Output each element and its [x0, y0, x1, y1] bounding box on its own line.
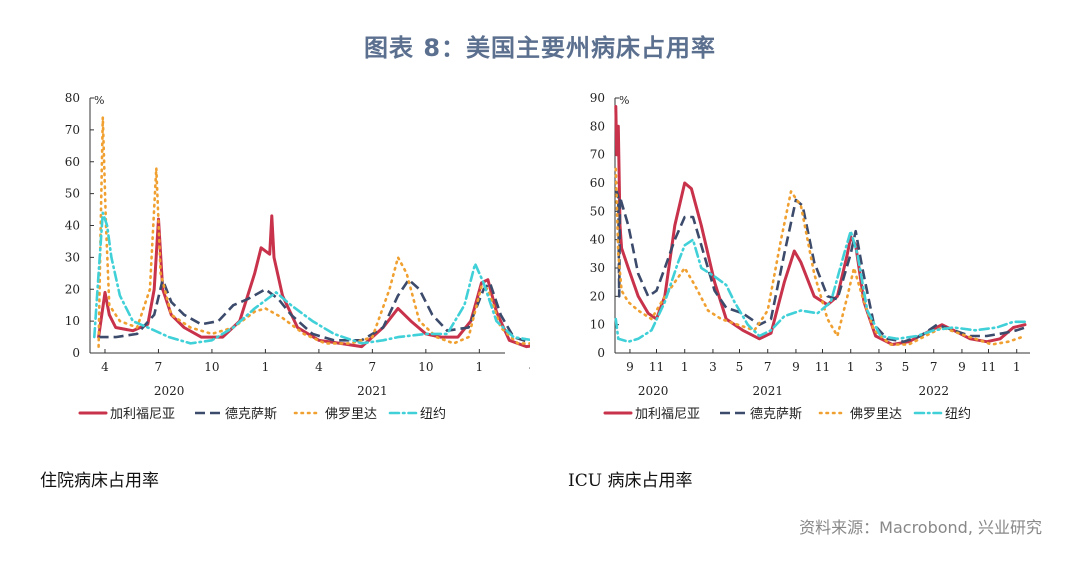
- chart0-legend-label-2: 佛罗里达: [325, 407, 377, 422]
- chart0-legend-label-0: 加利福尼亚: [110, 407, 175, 422]
- chart0-legend-label-3: 纽约: [420, 407, 446, 422]
- chart1-y-tick-label: 60: [590, 176, 605, 190]
- chart1-x-tick-label: 11: [815, 360, 830, 374]
- chart0-series-line-2: [97, 115, 704, 348]
- chart0-y-tick-label: 0: [72, 346, 80, 360]
- caption-icu: ICU 病床占用率: [568, 471, 693, 491]
- chart1-x-tick-label: 9: [626, 360, 634, 374]
- chart1-x-tick-label: 9: [958, 360, 966, 374]
- chart0-y-tick-label: 70: [65, 123, 80, 137]
- chart0-x-tick-label: 1: [476, 360, 484, 374]
- chart1-series-line-3: [614, 229, 1027, 343]
- chart1-y-tick-label: 50: [590, 204, 605, 218]
- chart1-legend-label-0: 加利福尼亚: [635, 407, 700, 422]
- chart1-y-tick-label: 20: [590, 289, 605, 303]
- chart1-legend-label-1: 德克萨斯: [750, 407, 802, 422]
- chart1-x-tick-label: 1: [847, 360, 855, 374]
- chart1-y-tick-label: 80: [590, 119, 605, 133]
- chart1-y-tick-label: 10: [590, 318, 605, 332]
- chart-icu-bed-occupancy: 0 10 20 30 40 50 60 70 80 90% 9 11 1 3 5 7 9 11 1 3 5 7 9 11 1 20…: [575, 88, 1055, 438]
- chart1-x-tick-label: 1: [681, 360, 689, 374]
- chart1-x-tick-label: 1: [1013, 360, 1021, 374]
- chart1-series-line-1: [614, 188, 1026, 343]
- chart1-legend-label-2: 佛罗里达: [850, 407, 902, 422]
- chart1-y-tick-label: 40: [590, 233, 605, 247]
- chart-hospital-bed-occupancy: 01020304050607080%4710147101471012020202…: [50, 88, 704, 438]
- source-note: 资料来源：Macrobond, 兴业研究: [799, 518, 1042, 537]
- chart-hospital-svg: 01020304050607080%4710147101471012020202…: [65, 91, 704, 422]
- chart0-x-tick-label: 10: [204, 360, 219, 374]
- chart0-x-tick-label: 10: [418, 360, 433, 374]
- chart1-series-line-0: [614, 105, 1027, 346]
- chart0-y-tick-label: 60: [65, 155, 80, 169]
- chart0-y-tick-label: 40: [65, 219, 80, 233]
- chart1-x-tick-label: 3: [875, 360, 883, 374]
- chart0-y-tick-label: 50: [65, 187, 80, 201]
- chart1-year-label: 2022: [918, 384, 949, 398]
- chart1-y-tick-label: 90: [590, 91, 605, 105]
- chart0-y-tick-label: 80: [65, 91, 80, 105]
- chart1-x-tick-label: 5: [736, 360, 744, 374]
- chart1-x-tick-label: 5: [902, 360, 910, 374]
- chart0-x-tick-label: 4: [529, 360, 530, 374]
- chart1-x-tick-label: 11: [981, 360, 996, 374]
- chart1-y-tick-label: 0: [597, 346, 605, 360]
- chart0-y-tick-label: 20: [65, 282, 80, 296]
- chart0-x-tick-label: 7: [369, 360, 377, 374]
- chart1-year-label: 2021: [752, 384, 783, 398]
- chart0-year-label: 2021: [357, 384, 388, 398]
- chart0-x-tick-label: 7: [155, 360, 163, 374]
- figure-title: 图表 8：美国主要州病床占用率: [363, 34, 717, 62]
- caption-hospital: 住院病床占用率: [40, 471, 159, 491]
- chart1-legend-label-3: 纽约: [945, 407, 971, 422]
- chart0-x-tick-label: 4: [315, 360, 323, 374]
- chart0-x-tick-label: 4: [101, 360, 109, 374]
- chart1-x-tick-label: 11: [649, 360, 664, 374]
- chart1-unit-label: %: [619, 94, 629, 107]
- chart1-x-tick-label: 7: [930, 360, 938, 374]
- chart1-year-label: 2020: [638, 384, 669, 398]
- chart1-x-tick-label: 3: [709, 360, 717, 374]
- chart1-series-line-2: [614, 167, 1027, 346]
- chart1-x-tick-label: 7: [764, 360, 772, 374]
- chart0-year-label: 2020: [154, 384, 185, 398]
- chart1-x-tick-label: 9: [792, 360, 800, 374]
- chart1-y-tick-label: 70: [590, 148, 605, 162]
- chart0-legend-label-1: 德克萨斯: [225, 407, 277, 422]
- chart0-x-tick-label: 1: [262, 360, 270, 374]
- chart0-unit-label: %: [94, 94, 104, 107]
- chart0-y-tick-label: 30: [65, 250, 80, 264]
- chart0-y-tick-label: 10: [65, 314, 80, 328]
- chart1-y-tick-label: 30: [590, 261, 605, 275]
